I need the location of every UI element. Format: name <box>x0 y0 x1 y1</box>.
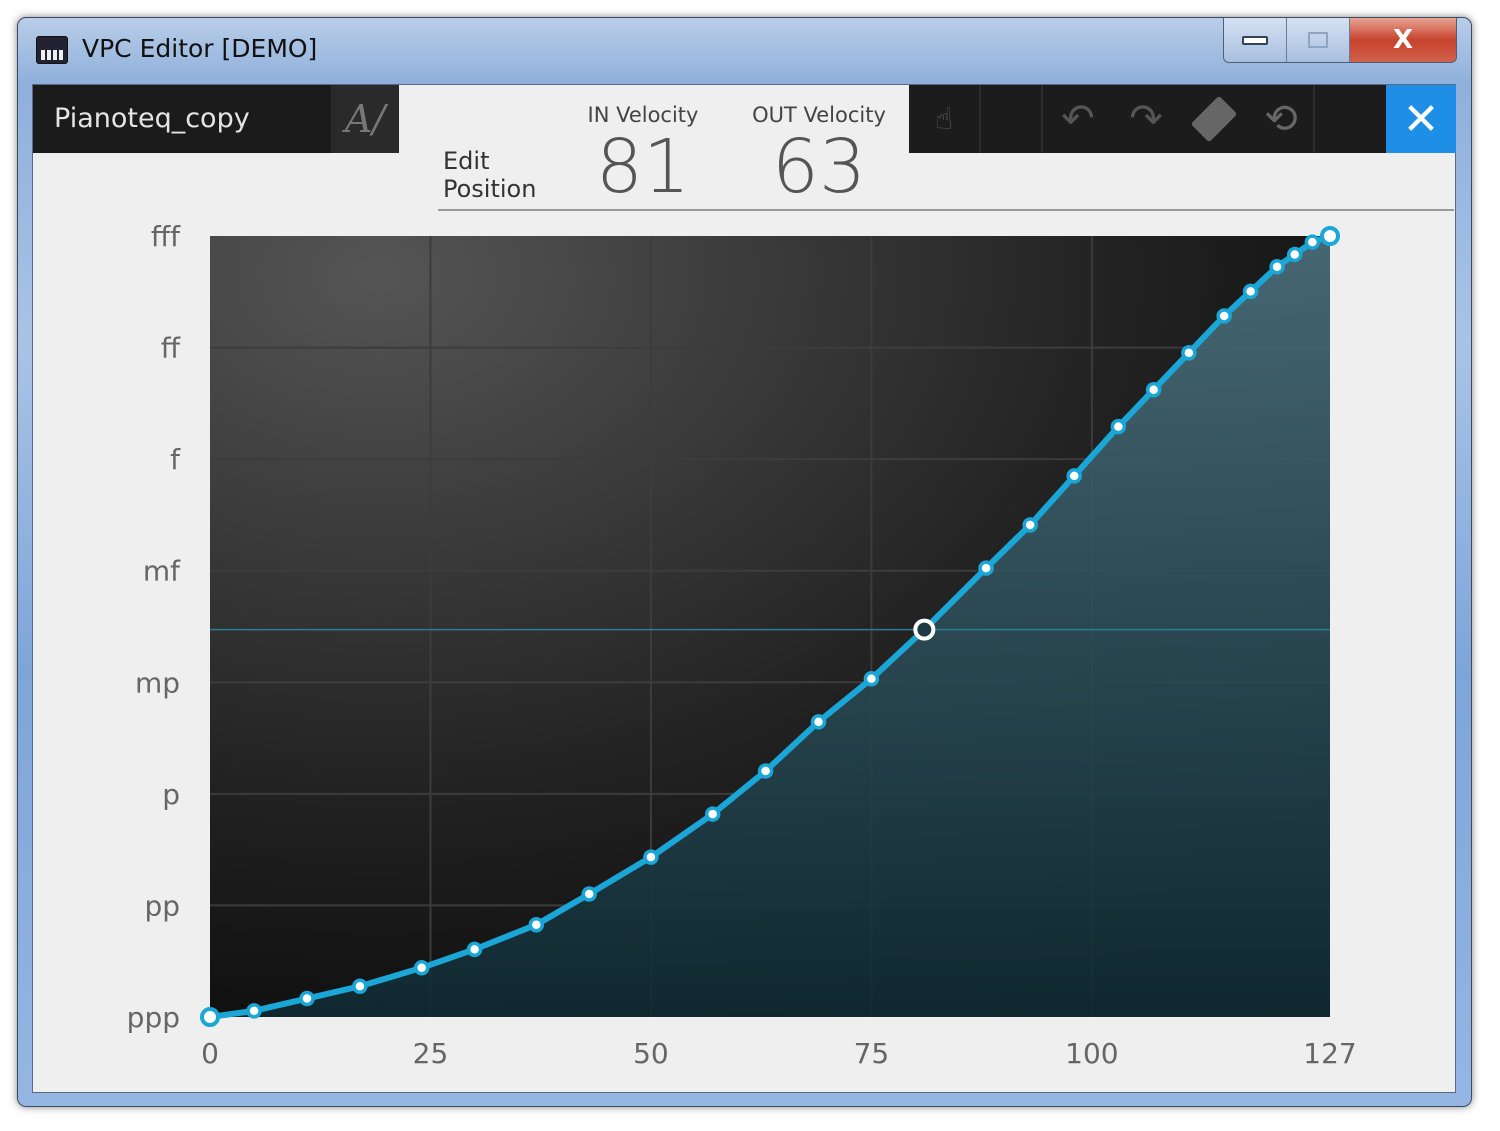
toolbar-spacer <box>981 85 1043 153</box>
out-velocity-label: OUT Velocity <box>752 103 886 127</box>
keyboard-touch-icon: ☝ <box>934 101 954 137</box>
close-icon: ✕ <box>1402 93 1440 145</box>
out-velocity: OUT Velocity 63 <box>745 103 893 207</box>
curve-point[interactable] <box>1269 258 1285 275</box>
keyboard-touch-button[interactable]: ☝ <box>909 85 981 153</box>
preset-name: Pianoteq_copy <box>54 103 250 134</box>
position-label: Position <box>443 175 537 203</box>
curve-point[interactable] <box>413 960 430 976</box>
edit-label: Edit <box>443 147 490 175</box>
undo-button[interactable]: ↶ <box>1043 85 1113 153</box>
x-tick-label: 127 <box>1303 1037 1356 1070</box>
curve-point[interactable] <box>643 849 659 865</box>
header-divider <box>438 209 1454 211</box>
minimize-icon <box>1242 35 1268 45</box>
minimize-button[interactable] <box>1224 18 1287 62</box>
curve-point[interactable] <box>352 978 368 995</box>
y-tick-label: f <box>170 443 181 476</box>
maximize-icon <box>1308 32 1328 48</box>
y-tick-label: pp <box>144 889 180 922</box>
y-tick-label: fff <box>151 220 181 253</box>
rename-icon: A/ <box>344 97 386 141</box>
curve-point[interactable] <box>528 917 545 933</box>
title-bar[interactable]: VPC Editor [DEMO] X <box>18 18 1471 84</box>
x-tick-label: 0 <box>201 1037 219 1070</box>
maximize-button[interactable] <box>1287 18 1350 62</box>
curve-point[interactable] <box>246 1003 262 1019</box>
edit-position-label: Edit Position <box>443 147 536 203</box>
undo-icon: ↶ <box>1061 96 1095 142</box>
curve-point[interactable] <box>704 806 721 822</box>
selected-curve-point[interactable] <box>913 618 936 641</box>
curve-point[interactable] <box>978 560 994 576</box>
x-tick-label: 100 <box>1065 1037 1118 1070</box>
preset-name-panel: Pianoteq_copy A/ <box>33 85 399 153</box>
curve-point[interactable] <box>299 990 315 1007</box>
y-tick-label: ppp <box>127 1001 180 1034</box>
curve-point[interactable] <box>1110 418 1127 435</box>
x-tick-label: 75 <box>854 1037 890 1070</box>
curve-point[interactable] <box>581 886 597 902</box>
rename-button[interactable]: A/ <box>331 85 399 153</box>
curve-point[interactable] <box>1145 381 1162 398</box>
in-velocity-label: IN Velocity <box>587 103 699 127</box>
app-piano-icon <box>36 36 68 64</box>
curve-point[interactable] <box>1320 226 1340 246</box>
reset-button[interactable]: ⟲ <box>1249 85 1315 153</box>
toolbar: ☝ ↶ ↷ ⟲ <box>909 85 1386 153</box>
curve-point[interactable] <box>810 714 827 730</box>
out-velocity-value: 63 <box>771 124 867 210</box>
curve-point[interactable] <box>200 1007 220 1027</box>
y-tick-label: p <box>162 778 180 811</box>
curve-fill-area <box>210 236 1330 1017</box>
redo-button[interactable]: ↷ <box>1113 85 1179 153</box>
curve-point[interactable] <box>863 671 880 687</box>
window-close-button[interactable]: X <box>1350 18 1456 62</box>
y-tick-label: mp <box>135 666 180 699</box>
curve-point[interactable] <box>1304 234 1321 250</box>
x-tick-label: 25 <box>413 1037 449 1070</box>
y-tick-label: mf <box>143 555 181 588</box>
curve-point[interactable] <box>1066 468 1083 484</box>
curve-point[interactable] <box>1242 283 1259 300</box>
curve-point[interactable] <box>1216 308 1232 324</box>
curve-point[interactable] <box>1181 345 1197 361</box>
close-editor-button[interactable]: ✕ <box>1386 85 1456 153</box>
curve-point[interactable] <box>466 941 483 958</box>
x-tick-label: 50 <box>633 1037 669 1070</box>
window-title: VPC Editor [DEMO] <box>82 34 318 63</box>
curve-point[interactable] <box>1286 246 1303 263</box>
in-velocity: IN Velocity 81 <box>583 103 703 207</box>
in-velocity-value: 81 <box>595 124 691 210</box>
curve-point[interactable] <box>1022 517 1038 533</box>
y-tick-label: ff <box>161 332 181 365</box>
redo-icon: ↷ <box>1129 96 1163 142</box>
curve-point[interactable] <box>757 763 774 779</box>
reset-icon: ⟲ <box>1264 96 1298 142</box>
